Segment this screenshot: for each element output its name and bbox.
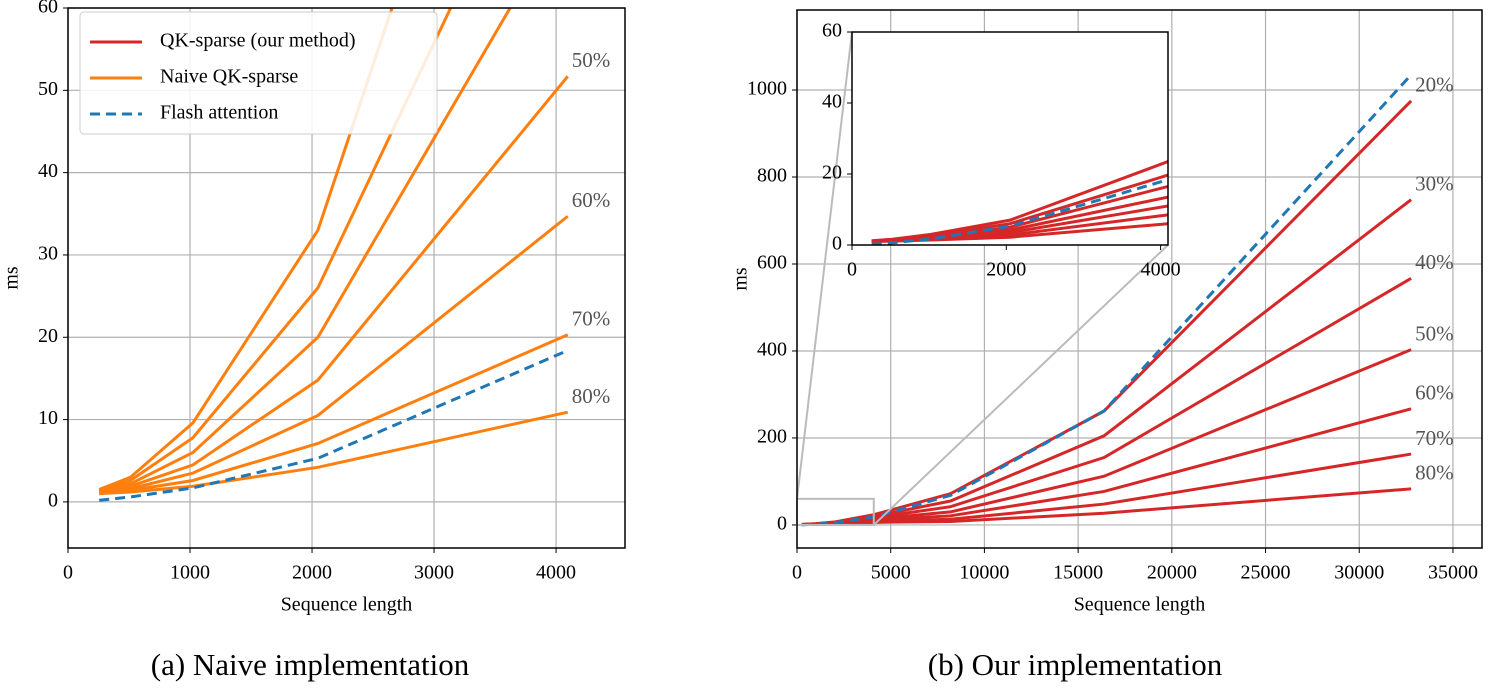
axes-frame bbox=[796, 9, 1483, 549]
x-tick-label: 15000 bbox=[1053, 562, 1103, 584]
x-tick-label: 0 bbox=[792, 562, 802, 584]
y-tick-label: 20 bbox=[38, 325, 58, 347]
x-tick-label: 10000 bbox=[959, 562, 1009, 584]
series-line bbox=[99, 410, 569, 496]
line-annotation: 60% bbox=[572, 188, 611, 212]
y-tick-label: 200 bbox=[757, 426, 787, 448]
axes-frame bbox=[67, 7, 626, 549]
series-line bbox=[98, 8, 512, 493]
series-line bbox=[99, 349, 569, 502]
y-tick-label: 400 bbox=[757, 339, 787, 361]
x-tick-label: 25000 bbox=[1241, 562, 1291, 584]
x-axis-label: Sequence length bbox=[281, 594, 413, 616]
y-tick-label: 800 bbox=[757, 165, 787, 187]
y-axis-label: ms bbox=[1, 266, 23, 290]
line-annotation: 70% bbox=[572, 307, 611, 331]
x-tick-label: 5000 bbox=[871, 562, 911, 584]
legend-box bbox=[79, 11, 438, 135]
y-tick-label: 0 bbox=[832, 233, 842, 255]
y-tick-label: 60 bbox=[38, 0, 58, 18]
legend-label: Naive QK-sparse bbox=[160, 66, 298, 88]
series-line bbox=[98, 8, 394, 491]
y-tick-label: 40 bbox=[38, 160, 58, 182]
line-annotation: 40% bbox=[1415, 250, 1454, 274]
line-annotation: 70% bbox=[1415, 426, 1454, 450]
x-tick-label: 2000 bbox=[986, 259, 1026, 281]
y-tick-label: 600 bbox=[757, 252, 787, 274]
y-tick-label: 60 bbox=[822, 20, 842, 42]
line-annotation: 60% bbox=[1415, 381, 1454, 405]
y-tick-label: 1000 bbox=[747, 78, 787, 100]
x-tick-label: 4000 bbox=[536, 562, 576, 584]
zoom-connector bbox=[796, 31, 853, 499]
x-tick-label: 35000 bbox=[1428, 562, 1478, 584]
line-annotation: 50% bbox=[1415, 321, 1454, 345]
y-axis-label: ms bbox=[730, 267, 752, 291]
y-tick-label: 50 bbox=[38, 78, 58, 100]
line-annotation: 30% bbox=[1415, 171, 1454, 195]
x-tick-label: 3000 bbox=[414, 562, 454, 584]
series-line bbox=[98, 75, 569, 494]
legend-label: Flash attention bbox=[160, 102, 278, 124]
y-tick-label: 20 bbox=[822, 162, 842, 184]
line-annotation: 50% bbox=[572, 48, 611, 72]
plot-lines bbox=[871, 159, 1168, 245]
x-tick-label: 0 bbox=[63, 562, 73, 584]
caption: (a) Naive implementation bbox=[151, 647, 470, 682]
zoom-connector bbox=[873, 244, 1169, 526]
inset-frame bbox=[851, 31, 1169, 246]
x-tick-label: 0 bbox=[847, 259, 857, 281]
x-tick-label: 1000 bbox=[170, 562, 210, 584]
line-annotation: 80% bbox=[572, 384, 611, 408]
x-tick-label: 2000 bbox=[292, 562, 332, 584]
y-tick-label: 30 bbox=[38, 243, 58, 265]
legend-label: QK-sparse (our method) bbox=[160, 30, 356, 52]
y-tick-label: 10 bbox=[38, 407, 58, 429]
line-annotation: 20% bbox=[1415, 73, 1454, 97]
series-line bbox=[871, 222, 1168, 243]
x-tick-label: 4000 bbox=[1141, 259, 1181, 281]
line-annotation: 80% bbox=[1415, 461, 1454, 485]
x-tick-label: 30000 bbox=[1334, 562, 1384, 584]
y-tick-label: 0 bbox=[48, 489, 58, 511]
x-tick-label: 20000 bbox=[1147, 562, 1197, 584]
caption: (b) Our implementation bbox=[928, 647, 1223, 682]
plot-lines bbox=[98, 8, 569, 502]
x-axis-label: Sequence length bbox=[1074, 594, 1206, 616]
y-tick-label: 0 bbox=[777, 513, 787, 535]
y-tick-label: 40 bbox=[822, 91, 842, 113]
